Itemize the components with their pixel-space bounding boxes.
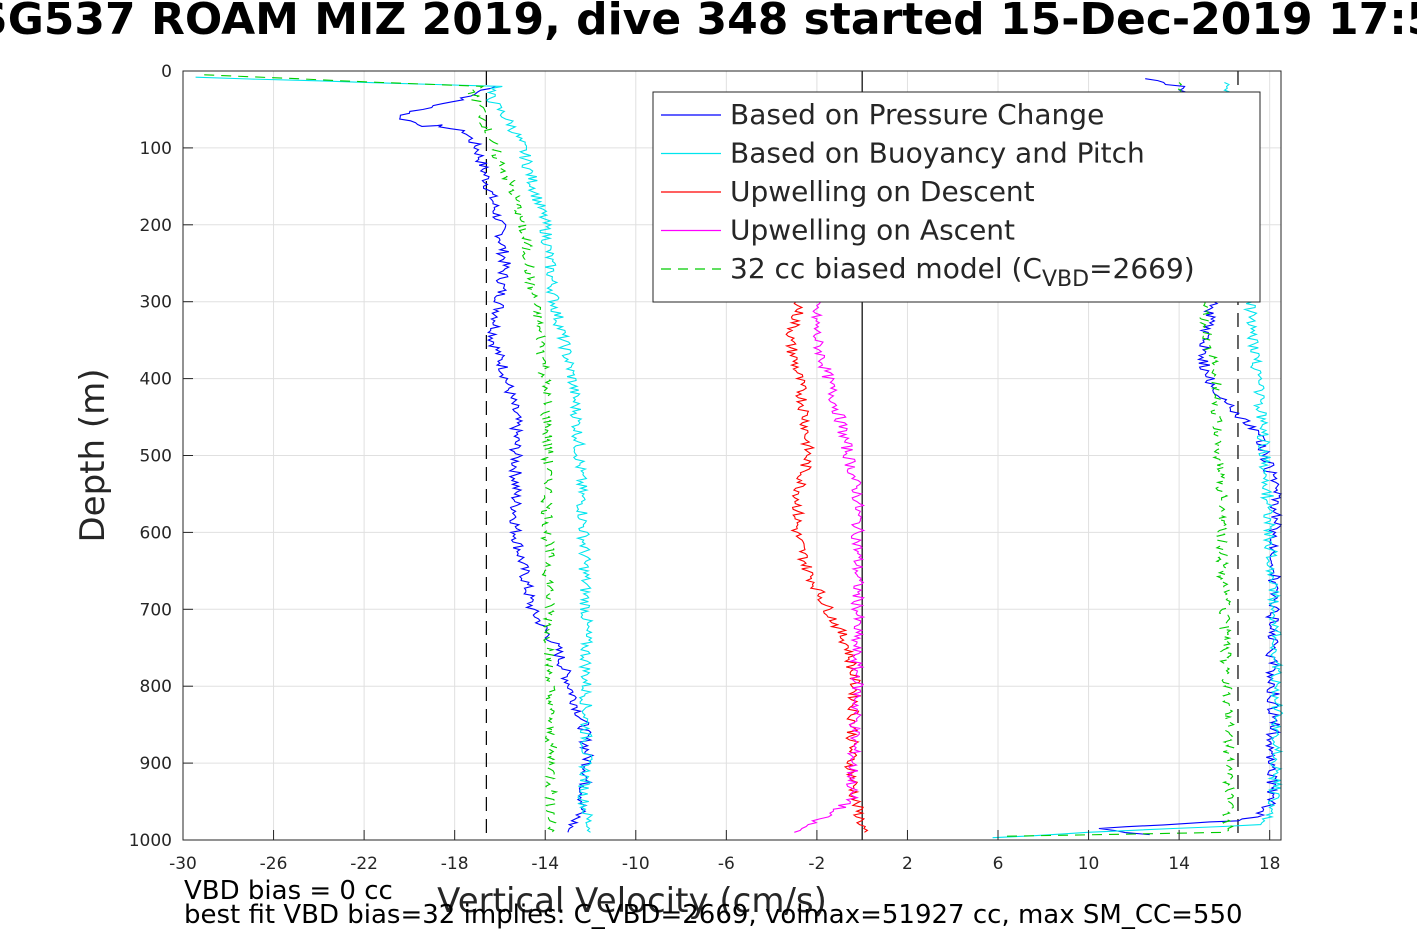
series-line-0 [399,85,595,833]
x-tick-label-7: -2 [808,854,825,874]
x-tick-label-8: 2 [902,854,913,874]
x-tick-label-0: -30 [169,854,197,874]
y-tick-label-4: 400 [140,370,172,390]
legend-box [652,91,1261,303]
footer-best-fit-note: best fit VBD bias=32 implies: C_VBD=2669… [184,900,1243,930]
y-tick-label-1: 100 [140,139,172,159]
x-tick-label-10: 10 [1078,854,1100,874]
y-tick-label-9: 900 [140,754,172,774]
y-tick-label-10: 1000 [129,831,172,851]
x-tick-label-6: -6 [718,854,735,874]
y-tick-label-5: 500 [140,447,172,467]
y-tick-label-7: 700 [140,600,172,620]
legend-label-4: Upwelling on Ascent [730,214,1015,247]
legend-label-1: Based on Pressure Change [730,98,1104,131]
x-tick-label-9: 6 [993,854,1004,874]
legend-label-2: Based on Buoyancy and Pitch [730,137,1145,170]
x-tick-label-4: -14 [531,854,559,874]
y-tick-label-6: 600 [140,523,172,543]
y-axis-label: Depth (m) [73,368,113,542]
series-line-6 [204,74,559,833]
y-tick-label-3: 300 [140,293,172,313]
y-tick-label-2: 200 [140,216,172,236]
x-tick-label-12: 18 [1259,854,1281,874]
series-line-2 [195,76,594,833]
x-tick-label-11: 14 [1168,854,1190,874]
chart-title: SG537 ROAM MIZ 2019, dive 348 started 15… [0,0,1417,45]
series-line-5 [794,301,866,833]
x-tick-label-2: -22 [350,854,378,874]
x-tick-label-1: -26 [260,854,288,874]
series-line-4 [784,301,869,833]
legend-label-3: Upwelling on Descent [730,175,1035,208]
footer-bias-note: VBD bias = 0 cc [184,876,393,906]
x-tick-label-5: -10 [622,854,650,874]
x-axis-label: Vertical Velocity (cm/s) [437,881,827,921]
y-tick-label-8: 800 [140,677,172,697]
y-tick-label-0: 0 [161,62,172,82]
legend-label-5: 32 cc biased model (CVBD=2669) [730,252,1195,292]
x-tick-label-3: -18 [441,854,469,874]
